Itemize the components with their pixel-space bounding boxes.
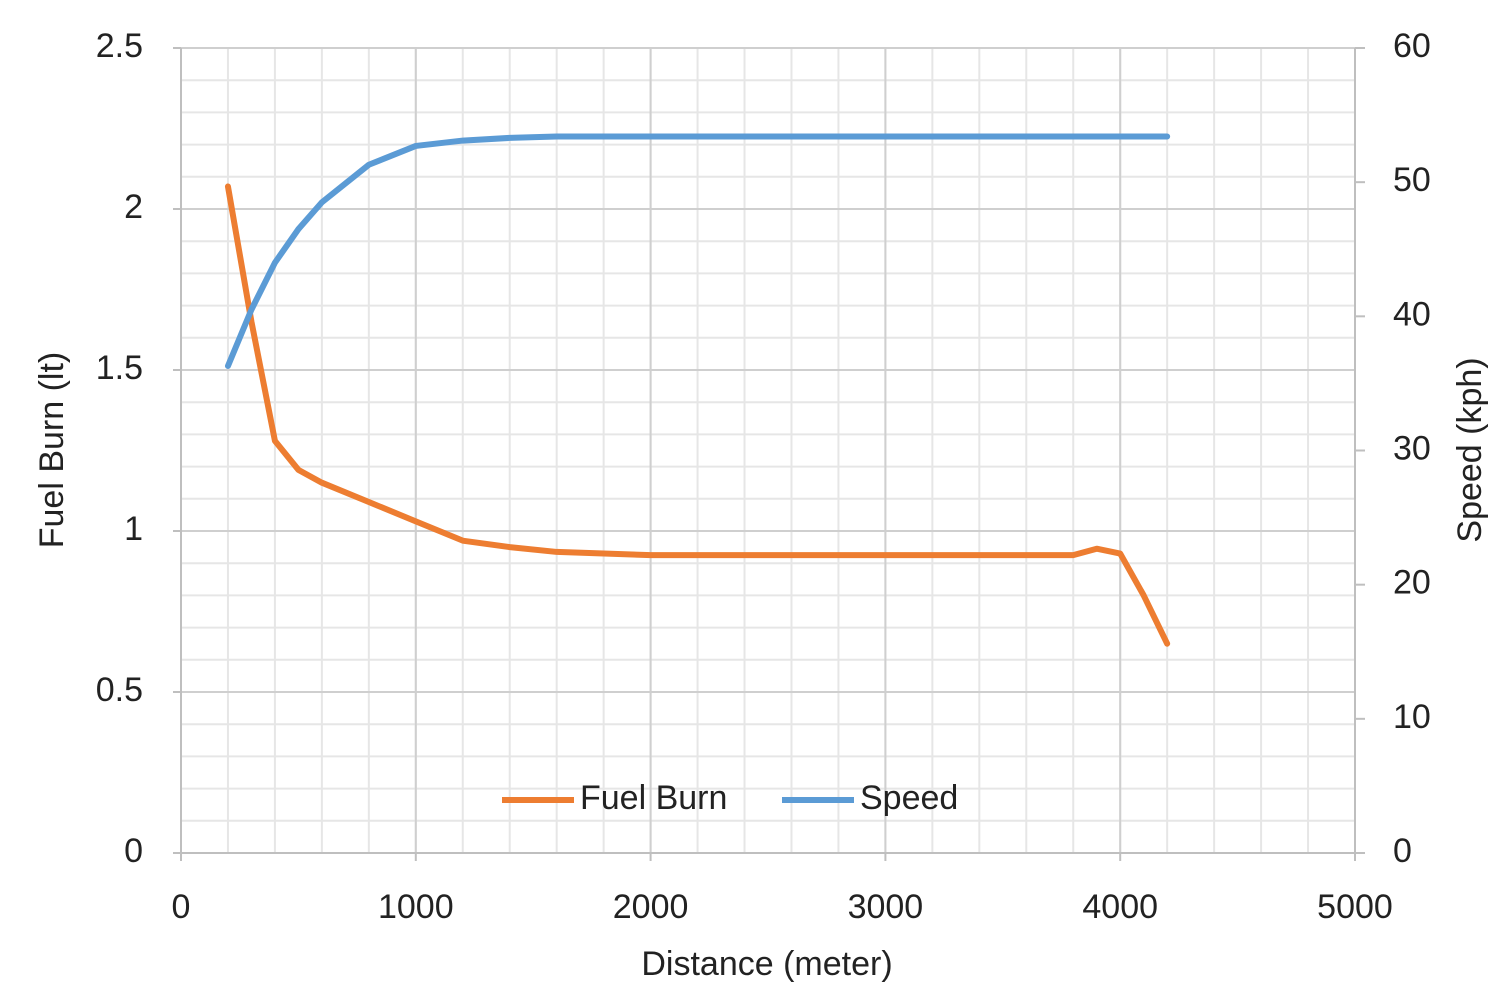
series-line — [224, 183, 1171, 647]
y2-tick-label: 30 — [1393, 429, 1431, 467]
y2-tick-label: 50 — [1393, 161, 1431, 199]
y-tick-label: 1.5 — [96, 349, 143, 387]
x-tick-label: 2000 — [613, 888, 689, 926]
y2-tick-label: 60 — [1393, 27, 1431, 65]
x-tick-label: 0 — [172, 888, 191, 926]
x-tick-label: 3000 — [848, 888, 924, 926]
y-tick-label: 2 — [124, 188, 143, 226]
series-line — [224, 133, 1171, 369]
y-axis-title: Fuel Burn (lt) — [33, 352, 71, 549]
x-tick-label: 5000 — [1317, 888, 1393, 926]
y-tick-label: 2.5 — [96, 27, 143, 65]
y-tick-label: 1 — [124, 510, 143, 548]
legend-label: Speed — [860, 779, 958, 817]
y2-tick-label: 10 — [1393, 698, 1431, 736]
legend-label: Fuel Burn — [580, 779, 727, 817]
y2-axis-title: Speed (kph) — [1451, 357, 1489, 542]
y2-tick-label: 20 — [1393, 564, 1431, 602]
y-tick-label: 0.5 — [96, 671, 143, 709]
x-tick-label: 1000 — [378, 888, 454, 926]
y2-tick-label: 0 — [1393, 832, 1412, 870]
y-tick-label: 0 — [124, 832, 143, 870]
x-axis-title: Distance (meter) — [641, 945, 892, 983]
x-tick-label: 4000 — [1082, 888, 1158, 926]
y2-tick-label: 40 — [1393, 295, 1431, 333]
